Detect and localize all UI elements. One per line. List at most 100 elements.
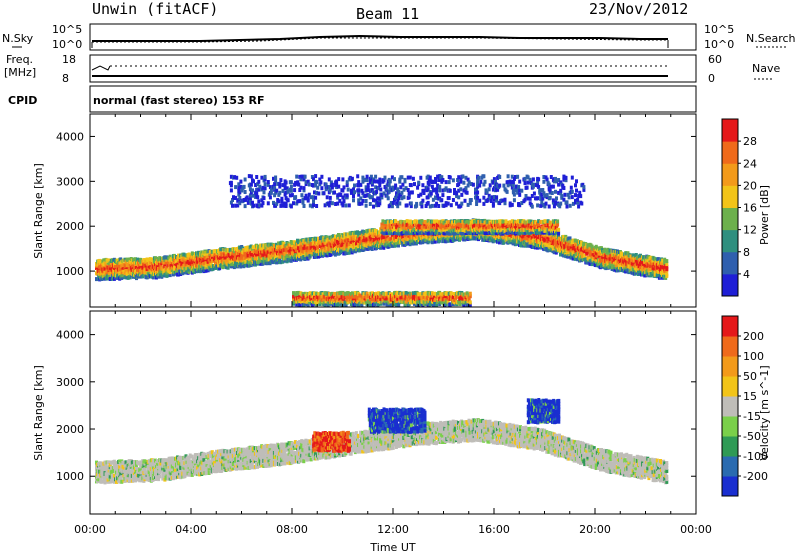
radar-cell bbox=[537, 185, 541, 189]
radar-cell bbox=[476, 184, 480, 189]
radar-cell bbox=[434, 236, 438, 241]
radar-cell bbox=[259, 243, 263, 248]
radar-cell bbox=[526, 196, 530, 201]
radar-cell bbox=[343, 246, 347, 251]
radar-cell bbox=[448, 175, 452, 180]
radar-cell bbox=[653, 270, 657, 275]
radar-cell bbox=[398, 223, 402, 228]
radar-cell bbox=[423, 228, 427, 233]
radar-cell bbox=[304, 180, 308, 185]
radar-cell bbox=[427, 239, 431, 244]
radar-cell bbox=[294, 195, 298, 200]
radar-cell bbox=[199, 258, 203, 263]
radar-cell bbox=[322, 191, 326, 196]
radar-cell bbox=[289, 180, 293, 185]
radar-cell bbox=[388, 185, 392, 190]
radar-cell bbox=[279, 251, 283, 256]
radar-cell bbox=[523, 233, 527, 238]
radar-cell bbox=[238, 190, 242, 195]
radar-cell bbox=[316, 185, 320, 190]
radar-cell bbox=[299, 238, 303, 243]
radar-cell bbox=[551, 200, 555, 205]
radar-cell bbox=[116, 276, 120, 280]
radar-cell bbox=[230, 264, 234, 269]
radar-cell bbox=[661, 258, 665, 263]
radar-cell bbox=[655, 273, 659, 278]
radar-cell bbox=[512, 228, 516, 232]
radar-cell bbox=[409, 183, 413, 188]
radar-cell bbox=[310, 302, 314, 307]
radar-cell bbox=[400, 175, 404, 180]
radar-cell bbox=[471, 182, 475, 187]
radar-cell bbox=[306, 179, 310, 184]
radar-cell bbox=[230, 258, 234, 263]
radar-cell bbox=[341, 195, 345, 200]
radar-cell bbox=[475, 202, 479, 206]
radar-cell bbox=[248, 257, 252, 262]
radar-cell bbox=[269, 242, 273, 247]
radar-cell bbox=[530, 194, 534, 198]
radar-cell bbox=[623, 267, 627, 271]
radar-cell bbox=[395, 201, 399, 206]
radar-cell bbox=[279, 249, 283, 254]
radar-cell bbox=[368, 202, 372, 206]
radar-cell bbox=[362, 247, 366, 252]
radar-cell bbox=[409, 201, 413, 206]
radar-cell bbox=[277, 199, 281, 204]
radar-cell bbox=[256, 195, 260, 200]
radar-cell bbox=[324, 250, 328, 255]
radar-cell bbox=[260, 203, 264, 208]
radar-cell bbox=[453, 237, 457, 242]
radar-cell bbox=[290, 193, 294, 198]
radar-cell bbox=[333, 234, 337, 239]
radar-cell bbox=[353, 183, 356, 188]
radar-cell bbox=[575, 179, 578, 184]
radar-cell bbox=[293, 188, 297, 193]
radar-cell bbox=[602, 250, 606, 254]
radar-cell bbox=[397, 190, 401, 194]
radar-cell bbox=[482, 195, 486, 200]
radar-cell bbox=[442, 203, 446, 208]
radar-cell bbox=[298, 295, 302, 300]
radar-cell bbox=[511, 188, 515, 193]
radar-cell bbox=[537, 224, 541, 229]
radar-cell bbox=[578, 190, 582, 195]
radar-cell bbox=[538, 190, 542, 195]
radar-cell bbox=[252, 179, 255, 184]
radar-cell bbox=[279, 178, 283, 183]
radar-cell bbox=[595, 246, 599, 251]
radar-cell bbox=[372, 198, 375, 203]
radar-cell bbox=[375, 189, 379, 194]
radar-cell bbox=[95, 266, 98, 270]
radar-cell bbox=[435, 201, 439, 206]
radar-cell bbox=[475, 222, 479, 227]
radar-cell bbox=[243, 177, 247, 182]
radar-cell bbox=[450, 235, 454, 240]
radar-cell bbox=[157, 274, 161, 279]
radar-cell bbox=[456, 178, 460, 182]
radar-cell bbox=[331, 234, 335, 239]
radar-cell bbox=[574, 193, 577, 198]
radar-cell bbox=[116, 270, 120, 275]
radar-cell bbox=[319, 299, 323, 304]
radar-cell bbox=[330, 182, 334, 187]
radar-cell bbox=[125, 267, 129, 272]
radar-cell bbox=[299, 177, 303, 182]
radar-cell bbox=[218, 266, 222, 271]
radar-cell bbox=[496, 219, 500, 224]
radar-cell bbox=[542, 175, 546, 179]
radar-cell bbox=[390, 220, 394, 224]
radar-cell bbox=[544, 201, 548, 206]
radar-cell bbox=[528, 234, 532, 239]
radar-cell bbox=[408, 175, 412, 180]
radar-cell bbox=[557, 231, 561, 236]
radar-cell bbox=[444, 228, 448, 233]
radar-cell bbox=[312, 177, 315, 182]
radar-cell bbox=[321, 292, 325, 297]
radar-cell bbox=[357, 188, 361, 193]
radar-cell bbox=[245, 195, 249, 200]
radar-cell bbox=[409, 204, 413, 209]
radar-cell bbox=[466, 230, 470, 235]
radar-cell bbox=[523, 181, 527, 186]
radar-cell bbox=[275, 254, 278, 258]
